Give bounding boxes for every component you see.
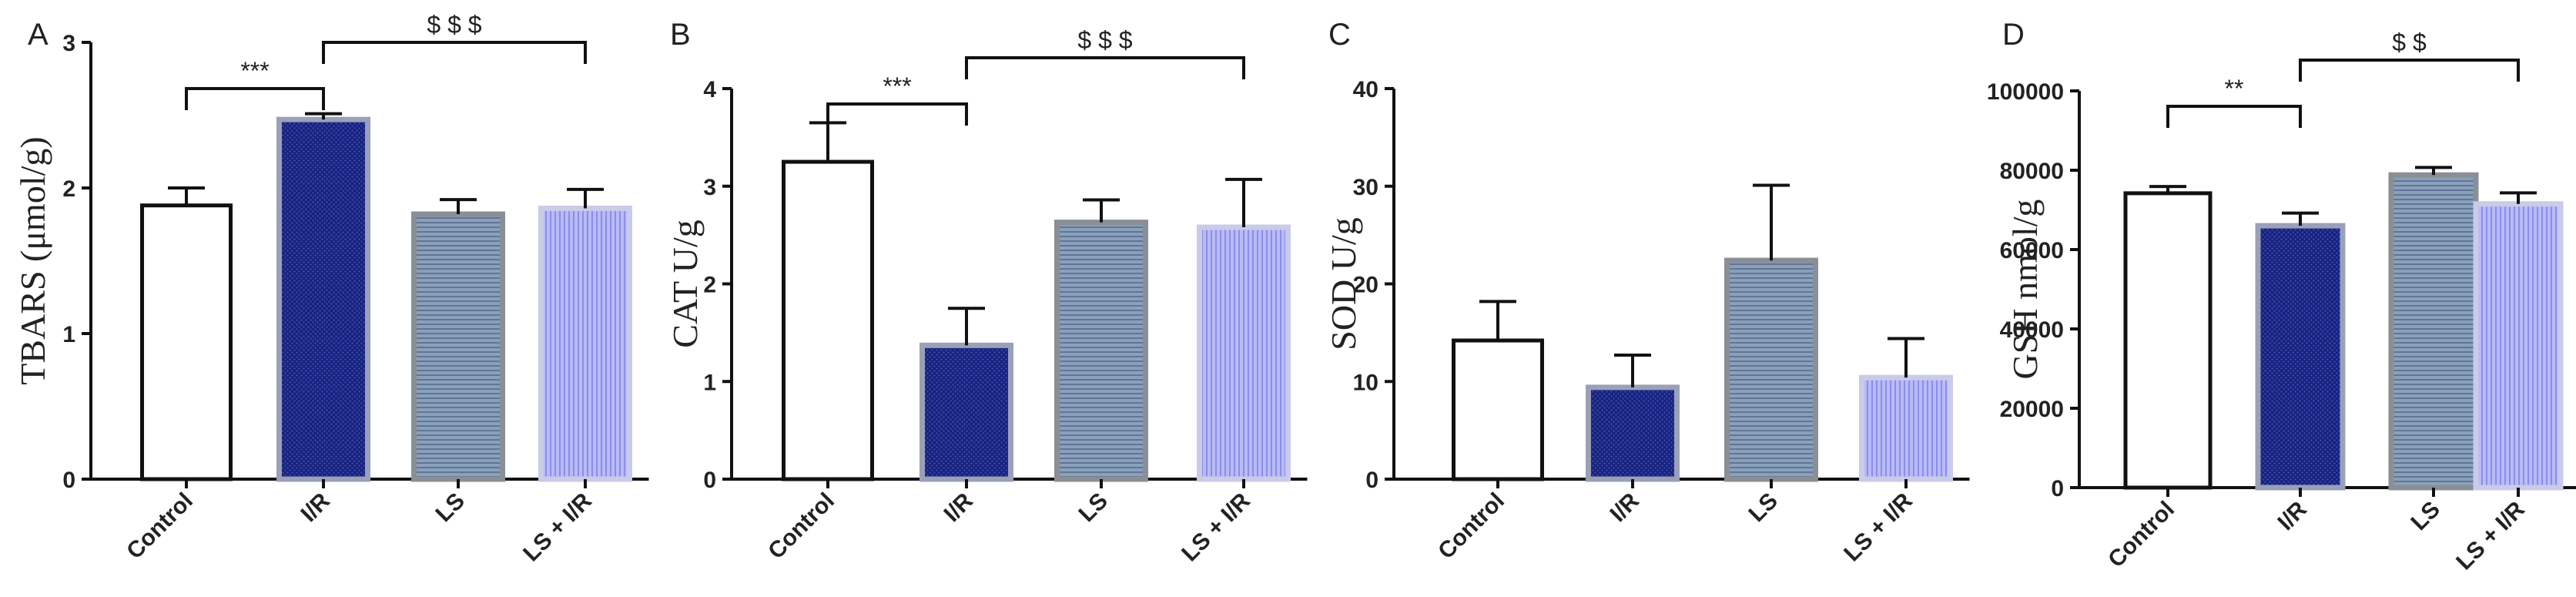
panel-d: D GSH nmol/g 0 20000 40000 60000 80000 100000 Co… — [1987, 18, 2576, 575]
y-axis-label: CAT U/g — [665, 220, 705, 348]
bar-ls — [411, 211, 505, 482]
panel-letter: B — [670, 18, 691, 52]
y-tick-label: 1 — [703, 370, 716, 395]
y-tick-label: 0 — [62, 468, 75, 493]
y-tick-label: 60000 — [2000, 238, 2064, 263]
significance-bracket — [2166, 105, 2302, 128]
significance-label: $ $ — [2392, 29, 2427, 56]
x-tick-label: LS + I/R — [1177, 488, 1255, 566]
x-tick-label: I/R — [296, 488, 336, 527]
bar-ls — [2388, 172, 2479, 491]
bar-i-r — [920, 342, 1013, 482]
panel-letter: A — [28, 18, 49, 52]
significance-label: ** — [2225, 75, 2244, 102]
y-tick-label: 80000 — [2000, 159, 2064, 184]
x-tick-label: LS — [2407, 497, 2445, 535]
significance-label: $ $ $ — [1077, 26, 1132, 54]
bar-ls — [1724, 257, 1818, 482]
x-tick-label: I/R — [1606, 488, 1645, 527]
bar-ls-i-r — [1197, 224, 1291, 482]
x-tick-label: Control — [763, 488, 839, 565]
panel-c: C SOD U/g 0 10 20 30 40 Control I/R LS LS + I/R — [1324, 18, 1970, 566]
significance-bracket — [322, 41, 587, 64]
panel-letter: D — [2002, 18, 2025, 52]
y-tick-label: 4 — [703, 77, 716, 102]
y-tick-label: 10 — [1353, 370, 1378, 395]
y-tick-label: 1 — [62, 322, 75, 347]
bar-ls — [1054, 220, 1148, 482]
panel-letter: C — [1328, 18, 1351, 52]
bar-control — [2123, 191, 2213, 490]
bar-control — [782, 159, 874, 481]
x-tick-label: LS — [431, 488, 470, 527]
x-tick-label: LS — [1744, 488, 1783, 527]
x-tick-label: LS + I/R — [2451, 496, 2530, 575]
x-tick-label: Control — [2103, 497, 2179, 573]
significance-bracket — [2299, 59, 2520, 82]
significance-label: *** — [240, 57, 269, 85]
x-tick-label: Control — [122, 488, 198, 565]
y-tick-label: 20 — [1353, 273, 1378, 298]
y-tick-label: 30 — [1353, 175, 1378, 200]
x-tick-label: Control — [1433, 488, 1509, 565]
bar-ls-i-r — [538, 205, 632, 482]
significance-label: $ $ $ — [427, 11, 481, 39]
y-tick-label: 20000 — [2000, 397, 2064, 422]
y-tick-label: 3 — [703, 175, 716, 200]
y-tick-label: 0 — [1365, 468, 1378, 493]
x-tick-label: I/R — [2273, 496, 2313, 535]
x-tick-label: LS — [1074, 488, 1113, 527]
bar-i-r — [2255, 223, 2346, 491]
y-axis-label: GSH nmol/g — [2005, 200, 2045, 380]
y-tick-label: 2 — [62, 176, 75, 202]
y-axis-label: TBARS (μmol/g) — [13, 136, 52, 384]
y-tick-label: 40 — [1353, 77, 1378, 102]
bar-ls-i-r — [1859, 374, 1953, 482]
x-tick-label: LS + I/R — [1839, 488, 1918, 566]
significance-bracket — [185, 87, 325, 110]
bar-i-r — [276, 116, 370, 482]
y-tick-label: 3 — [62, 31, 75, 56]
y-axis-label: SOD U/g — [1324, 217, 1363, 350]
bar-control — [140, 203, 233, 481]
panel-a: A TBARS (μmol/g) 0 1 2 3 Control I/R LS LS + I/R *… — [13, 11, 649, 566]
y-tick-label: 0 — [703, 468, 716, 493]
y-tick-label: 0 — [2051, 476, 2064, 501]
y-tick-label: 40000 — [2000, 317, 2064, 343]
y-tick-label: 100000 — [1987, 79, 2064, 105]
bar-control — [1452, 338, 1544, 481]
significance-bracket — [826, 102, 968, 126]
significance-label: *** — [883, 72, 911, 100]
significance-bracket — [965, 56, 1245, 79]
bar-i-r — [1586, 384, 1680, 482]
bar-ls-i-r — [2473, 201, 2564, 491]
x-tick-label: I/R — [940, 488, 979, 527]
y-tick-label: 2 — [703, 273, 716, 298]
panel-b: B CAT U/g 0 1 2 3 4 Control I/R LS LS + I/R *** $ $ … — [665, 18, 1308, 566]
x-tick-label: LS + I/R — [518, 488, 597, 566]
